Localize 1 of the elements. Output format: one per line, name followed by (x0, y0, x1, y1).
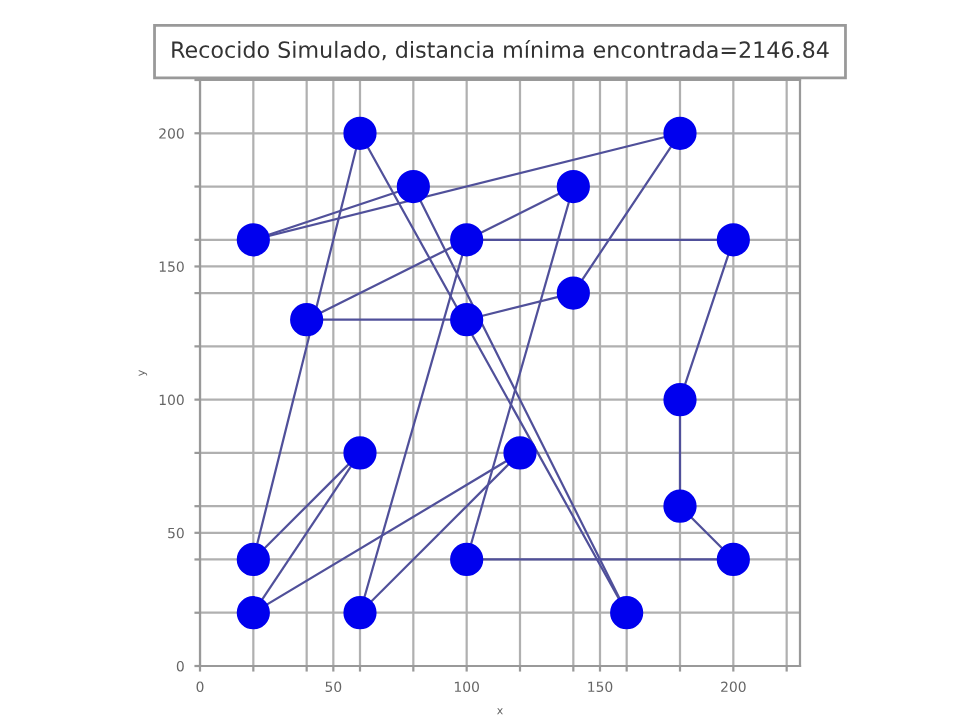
chart-title: Recocido Simulado, distancia mínima encontrada=2146.84 (172, 40, 829, 61)
